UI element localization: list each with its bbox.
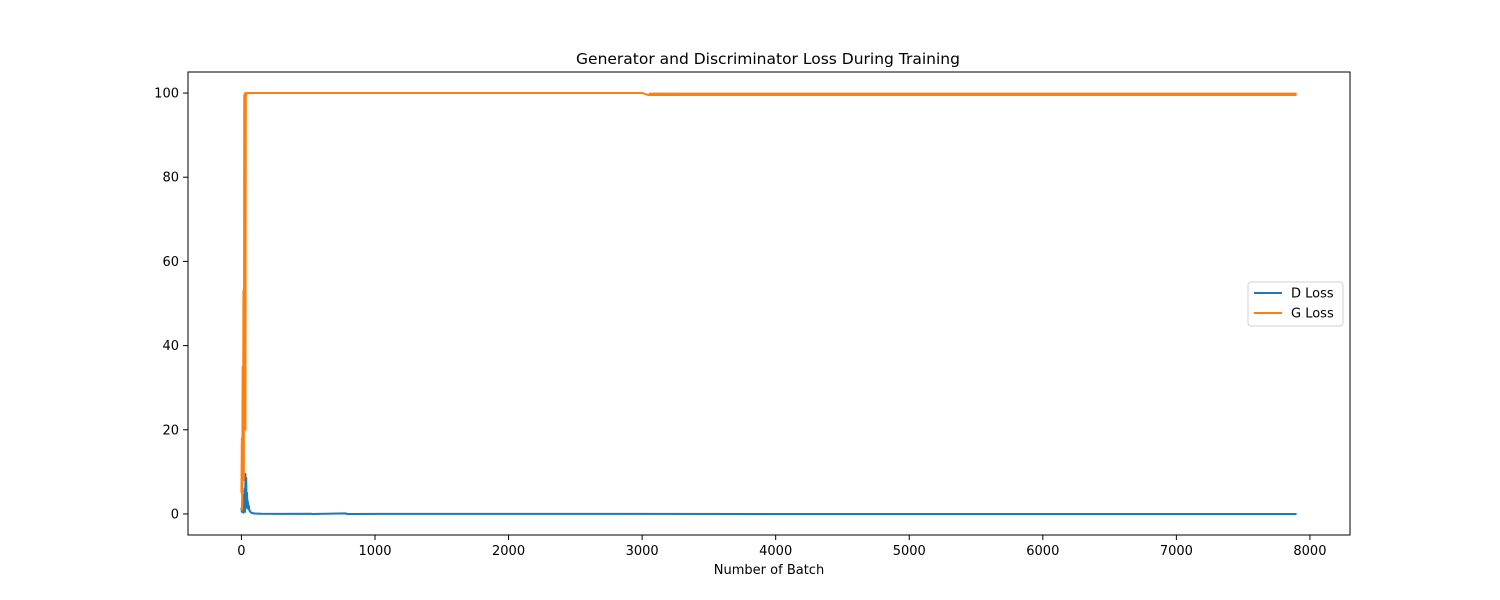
- y-tick-label: 0: [171, 507, 179, 522]
- legend-label-d-loss: D Loss: [1291, 287, 1334, 302]
- y-tick-label: 80: [162, 171, 179, 186]
- g-loss-noise-band: [648, 92, 1297, 96]
- chart-title: Generator and Discriminator Loss During …: [576, 50, 960, 68]
- plot-lines: [240, 92, 1297, 515]
- x-tick-label: 3000: [626, 544, 659, 559]
- x-tick-label: 7000: [1160, 544, 1193, 559]
- series-line-d-loss: [240, 472, 1297, 515]
- x-tick-label: 2000: [492, 544, 525, 559]
- y-tick-label: 60: [162, 255, 179, 270]
- legend: D Loss G Loss: [1247, 281, 1344, 327]
- x-tick-label: 4000: [759, 544, 792, 559]
- x-tick-label: 8000: [1293, 544, 1326, 559]
- y-axis: 0 20 40 60 80 100: [154, 87, 188, 522]
- x-tick-label: 0: [237, 544, 245, 559]
- x-axis-title: Number of Batch: [714, 563, 824, 578]
- x-tick-label: 1000: [358, 544, 391, 559]
- x-tick-label: 6000: [1026, 544, 1059, 559]
- x-axis: 0 1000 2000 3000 4000 5000 6000 7000 8000: [237, 535, 1326, 559]
- y-tick-label: 20: [162, 423, 179, 438]
- y-tick-label: 100: [154, 87, 179, 102]
- plot-area-frame: [187, 71, 1351, 536]
- legend-label-g-loss: G Loss: [1291, 307, 1334, 322]
- y-tick-label: 40: [162, 339, 179, 354]
- x-tick-label: 5000: [893, 544, 926, 559]
